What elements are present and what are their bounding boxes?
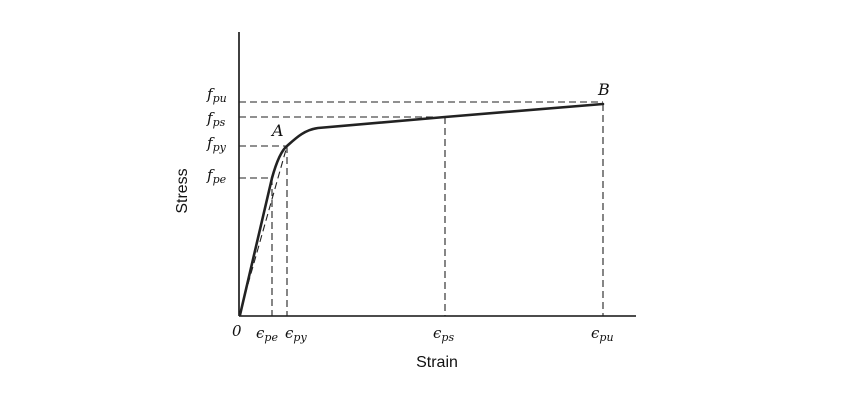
stress-strain-curve [238,102,605,317]
secant-dashed-line [238,145,288,317]
label-fps: fps [206,109,226,129]
label-epe: ϵpe [256,324,278,344]
x-axis-title: Strain [416,354,458,371]
point-a-label: A [270,121,284,140]
label-fpe: fpe [206,166,227,186]
label-eps: ϵps [433,324,454,344]
label-epu: ϵpu [591,324,614,344]
y-axis-title: Stress [174,168,191,213]
point-b-label: B [597,80,610,99]
origin-label: 0 [232,322,242,340]
label-fpu: fpu [206,85,227,105]
label-fpy: fpy [206,134,227,154]
label-epy: ϵpy [285,324,307,344]
